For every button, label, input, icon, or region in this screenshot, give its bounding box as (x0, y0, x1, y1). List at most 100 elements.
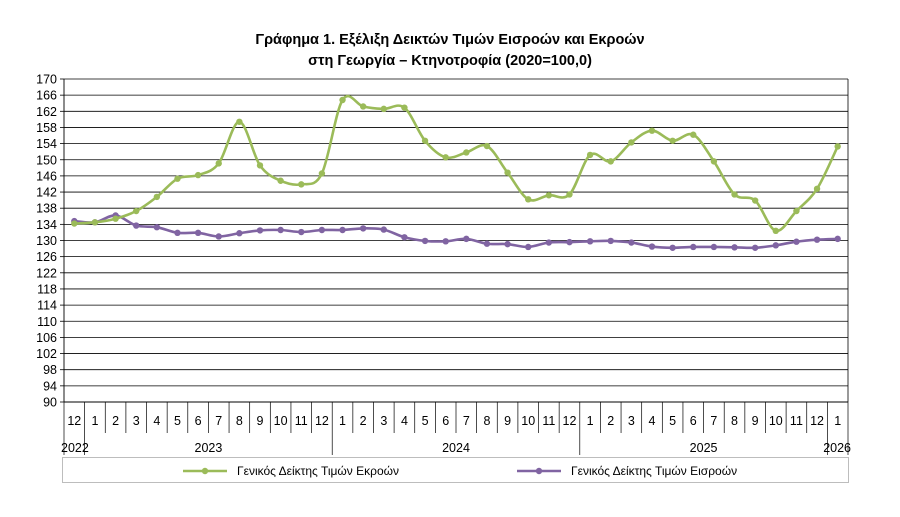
data-point-inputs (731, 244, 738, 251)
data-point-outputs (421, 137, 429, 144)
y-tick-label: 90 (43, 396, 57, 410)
series-lines (71, 94, 841, 251)
y-tick-label: 134 (36, 218, 57, 232)
data-point-outputs (628, 139, 635, 146)
data-point-outputs (133, 207, 140, 215)
data-point-outputs (153, 193, 161, 201)
month-label: 10 (274, 414, 288, 428)
data-point-inputs (339, 226, 346, 234)
month-label: 5 (669, 414, 676, 428)
data-point-outputs (586, 151, 594, 159)
month-label: 1 (91, 414, 98, 428)
month-label: 4 (153, 414, 160, 428)
y-tick-label: 126 (36, 250, 57, 264)
y-tick-label: 98 (43, 363, 57, 377)
month-label: 1 (587, 414, 594, 428)
data-point-outputs (751, 197, 759, 204)
data-point-outputs (669, 137, 676, 144)
month-label: 2 (112, 414, 119, 428)
data-point-inputs (834, 235, 841, 243)
legend-swatch-inputs (517, 467, 561, 475)
data-point-outputs (834, 143, 841, 150)
chart-legend: Γενικός Δείκτης Τιμών Εκροών Γενικός Δεί… (62, 457, 849, 483)
month-label: 6 (690, 414, 697, 428)
y-tick-label: 142 (36, 186, 57, 200)
data-point-inputs (194, 229, 202, 237)
data-point-inputs (710, 243, 718, 251)
month-label: 12 (315, 414, 329, 428)
month-label: 10 (521, 414, 535, 428)
data-point-inputs (421, 237, 429, 245)
data-point-outputs (236, 118, 243, 125)
data-point-inputs (628, 239, 635, 246)
axes (60, 78, 849, 455)
y-tick-label: 102 (36, 347, 57, 361)
data-point-inputs (648, 243, 656, 250)
data-point-inputs (690, 243, 697, 251)
legend-label-outputs: Γενικός Δείκτης Τιμών Εκροών (237, 464, 399, 478)
y-tick-label: 106 (36, 331, 57, 345)
y-tick-label: 130 (36, 234, 57, 248)
month-label: 11 (542, 414, 555, 428)
month-label: 4 (649, 414, 656, 428)
data-point-outputs (710, 158, 718, 165)
year-label: 2022 (61, 441, 89, 455)
data-point-outputs (607, 158, 614, 165)
data-point-inputs (545, 239, 553, 246)
month-label: 12 (810, 414, 824, 428)
y-tick-label: 114 (37, 299, 57, 313)
data-point-outputs (463, 149, 470, 156)
data-point-inputs (607, 237, 614, 245)
data-point-outputs (215, 160, 222, 167)
month-label: 10 (769, 414, 783, 428)
y-tick-label: 118 (37, 282, 57, 296)
year-label: 2024 (442, 441, 470, 455)
y-tick-label: 158 (36, 121, 57, 135)
data-point-inputs (442, 238, 449, 245)
data-point-inputs (669, 244, 676, 251)
data-point-outputs (318, 170, 326, 177)
series-line-outputs (74, 94, 839, 233)
data-point-outputs (690, 131, 697, 138)
data-point-outputs (71, 220, 78, 227)
y-tick-label: 154 (36, 137, 57, 151)
data-point-outputs (174, 175, 181, 182)
data-point-outputs (648, 127, 656, 134)
data-point-outputs (112, 215, 119, 222)
data-point-outputs (256, 162, 264, 169)
y-tick-label: 150 (36, 153, 57, 167)
data-point-inputs (215, 233, 222, 240)
y-tick-label: 138 (36, 202, 57, 216)
data-point-outputs (813, 185, 821, 193)
data-point-inputs (153, 223, 161, 231)
data-point-inputs (256, 227, 264, 234)
data-point-inputs (174, 229, 181, 237)
month-label: 8 (236, 414, 243, 428)
data-point-inputs (359, 225, 367, 232)
month-label: 2 (360, 414, 367, 428)
month-label: 1 (834, 414, 841, 428)
data-point-inputs (772, 242, 779, 249)
data-point-outputs (731, 191, 738, 198)
data-point-inputs (504, 240, 511, 248)
y-tick-label: 146 (36, 169, 57, 183)
data-point-outputs (298, 181, 305, 188)
month-label: 12 (67, 414, 81, 428)
data-point-inputs (401, 234, 408, 241)
month-label: 1 (339, 414, 346, 428)
axis-labels: 9094981021061101141181221261301341381421… (36, 73, 851, 456)
month-label: 9 (752, 414, 759, 428)
y-tick-label: 166 (36, 89, 57, 103)
data-point-inputs (483, 240, 491, 247)
chart-title-line-2: στη Γεωργία – Κτηνοτροφία (2020=100,0) (308, 53, 592, 69)
data-point-inputs (525, 243, 532, 251)
data-point-outputs (442, 154, 449, 161)
series-line-inputs (74, 214, 838, 250)
data-point-inputs (380, 226, 387, 233)
month-label: 11 (295, 414, 308, 428)
data-point-outputs (359, 103, 367, 110)
legend-label-inputs: Γενικός Δείκτης Τιμών Εισροών (571, 464, 738, 478)
data-point-inputs (813, 236, 821, 243)
month-label: 11 (790, 414, 803, 428)
